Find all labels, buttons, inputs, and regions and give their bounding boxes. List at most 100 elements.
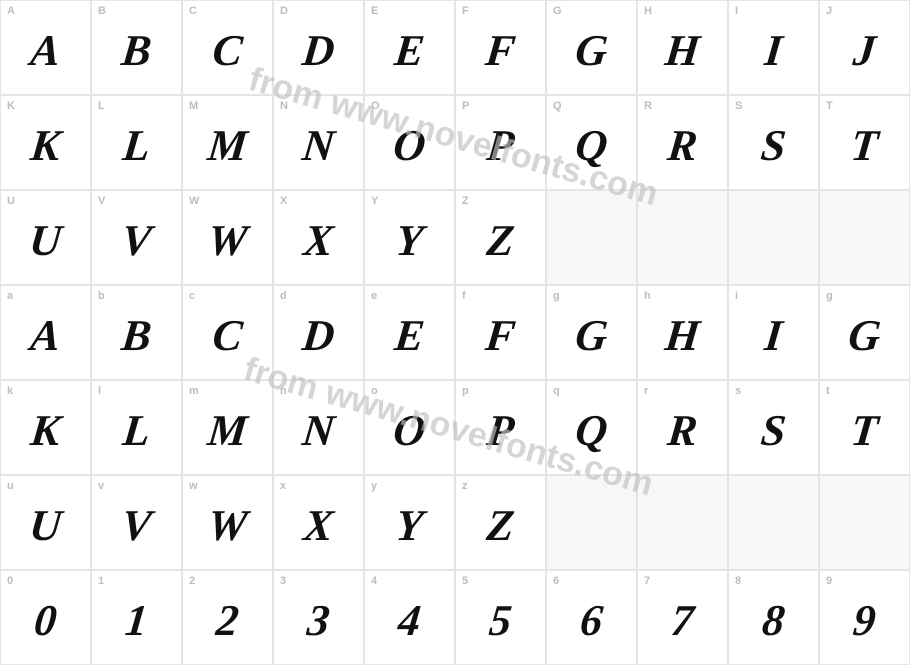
glyph-cell: 88 [728, 570, 819, 665]
cell-glyph: E [363, 29, 457, 73]
glyph-cell: ZZ [455, 190, 546, 285]
glyph-cell: nN [273, 380, 364, 475]
cell-glyph: 6 [545, 599, 639, 643]
glyph-cell: aA [0, 285, 91, 380]
cell-glyph: 8 [727, 599, 821, 643]
glyph-cell: 44 [364, 570, 455, 665]
cell-label: N [280, 100, 288, 112]
glyph-cell: tT [819, 380, 910, 475]
glyph-cell: YY [364, 190, 455, 285]
cell-glyph: O [363, 124, 457, 168]
character-map-grid: AABBCCDDEEFFGGHHIIJJKKLLMMNNOOPPQQRRSSTT… [0, 0, 911, 665]
glyph-cell: XX [273, 190, 364, 285]
cell-glyph: 1 [90, 599, 184, 643]
cell-label: i [735, 290, 738, 302]
cell-glyph: R [636, 409, 730, 453]
cell-label: p [462, 385, 469, 397]
cell-label: z [462, 480, 468, 492]
glyph-cell: xX [273, 475, 364, 570]
glyph-cell: UU [0, 190, 91, 285]
cell-label: U [7, 195, 15, 207]
glyph-cell: hH [637, 285, 728, 380]
glyph-cell: cC [182, 285, 273, 380]
glyph-cell: PP [455, 95, 546, 190]
cell-glyph: V [90, 504, 184, 548]
glyph-cell: DD [273, 0, 364, 95]
cell-glyph: T [818, 409, 911, 453]
cell-label: x [280, 480, 286, 492]
glyph-cell: 00 [0, 570, 91, 665]
cell-label: o [371, 385, 378, 397]
glyph-cell: SS [728, 95, 819, 190]
grid-row: uUvVwWxXyYzZ [0, 475, 911, 570]
glyph-cell: LL [91, 95, 182, 190]
cell-label: y [371, 480, 377, 492]
cell-label: A [7, 5, 15, 17]
cell-label: m [189, 385, 199, 397]
cell-glyph: L [90, 124, 184, 168]
cell-label: g [826, 290, 833, 302]
cell-label: M [189, 100, 198, 112]
cell-glyph: Q [545, 124, 639, 168]
cell-label: P [462, 100, 469, 112]
cell-label: I [735, 5, 738, 17]
glyph-cell: zZ [455, 475, 546, 570]
cell-glyph: I [727, 29, 821, 73]
cell-label: t [826, 385, 830, 397]
glyph-cell: NN [273, 95, 364, 190]
glyph-cell: dD [273, 285, 364, 380]
cell-glyph: W [181, 504, 275, 548]
cell-label: K [7, 100, 15, 112]
empty-cell [728, 475, 819, 570]
glyph-cell: 22 [182, 570, 273, 665]
cell-label: 7 [644, 575, 650, 587]
cell-glyph: F [454, 29, 548, 73]
empty-cell [728, 190, 819, 285]
glyph-cell: 55 [455, 570, 546, 665]
glyph-cell: sS [728, 380, 819, 475]
cell-label: X [280, 195, 287, 207]
grid-row: UUVVWWXXYYZZ [0, 190, 911, 285]
empty-cell [819, 475, 910, 570]
cell-glyph: Q [545, 409, 639, 453]
cell-label: 1 [98, 575, 104, 587]
empty-cell [637, 475, 728, 570]
cell-label: l [98, 385, 101, 397]
cell-glyph: 7 [636, 599, 730, 643]
cell-label: T [826, 100, 833, 112]
glyph-cell: lL [91, 380, 182, 475]
cell-glyph: M [181, 124, 275, 168]
glyph-cell: fF [455, 285, 546, 380]
glyph-cell: BB [91, 0, 182, 95]
glyph-cell: 33 [273, 570, 364, 665]
grid-row: KKLLMMNNOOPPQQRRSSTT [0, 95, 911, 190]
cell-label: c [189, 290, 195, 302]
cell-glyph: Z [454, 219, 548, 263]
cell-glyph: Z [454, 504, 548, 548]
cell-glyph: H [636, 29, 730, 73]
cell-label: L [98, 100, 105, 112]
glyph-cell: FF [455, 0, 546, 95]
cell-glyph: B [90, 314, 184, 358]
glyph-cell: kK [0, 380, 91, 475]
glyph-cell: II [728, 0, 819, 95]
glyph-cell: 99 [819, 570, 910, 665]
cell-glyph: I [727, 314, 821, 358]
glyph-cell: CC [182, 0, 273, 95]
glyph-cell: 77 [637, 570, 728, 665]
cell-glyph: L [90, 409, 184, 453]
cell-label: 5 [462, 575, 468, 587]
cell-label: W [189, 195, 199, 207]
glyph-cell: pP [455, 380, 546, 475]
cell-glyph: Y [363, 219, 457, 263]
cell-label: 6 [553, 575, 559, 587]
glyph-cell: WW [182, 190, 273, 285]
glyph-cell: qQ [546, 380, 637, 475]
cell-glyph: 0 [0, 599, 92, 643]
cell-glyph: M [181, 409, 275, 453]
cell-glyph: S [727, 409, 821, 453]
cell-glyph: H [636, 314, 730, 358]
glyph-cell: yY [364, 475, 455, 570]
cell-label: H [644, 5, 652, 17]
cell-label: V [98, 195, 105, 207]
